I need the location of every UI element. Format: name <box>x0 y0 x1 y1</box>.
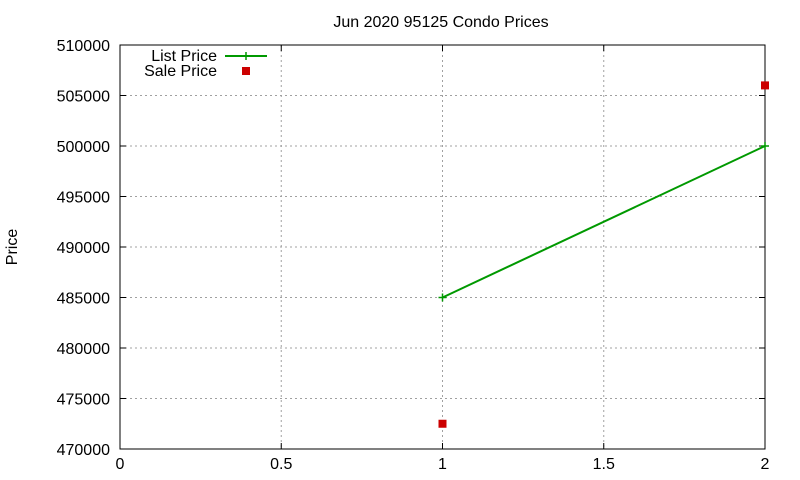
series-line <box>442 145 766 299</box>
legend-marker <box>242 52 250 60</box>
y-tick-label: 485000 <box>57 291 110 308</box>
data-point <box>761 81 769 90</box>
y-tick-label: 505000 <box>57 89 110 106</box>
legend-label: Sale Price <box>144 63 217 80</box>
y-axis-label: Price <box>4 229 21 266</box>
series-list-price <box>438 142 769 302</box>
x-tick-label: 2 <box>761 456 770 473</box>
y-tick-label: 500000 <box>57 139 110 156</box>
y-tick-label: 510000 <box>57 38 110 55</box>
y-tick-label: 480000 <box>57 341 110 358</box>
y-tick-label: 495000 <box>57 190 110 207</box>
grid-lines <box>120 45 765 449</box>
x-tick-label: 0.5 <box>270 456 292 473</box>
legend-label: List Price <box>151 48 217 65</box>
data-point <box>438 419 447 428</box>
plot-frame <box>119 44 766 450</box>
series-sale-price <box>438 81 769 428</box>
series-marks <box>438 81 769 428</box>
x-tick-label: 0 <box>116 456 125 473</box>
y-tick-label: 470000 <box>57 442 110 459</box>
x-tick-label: 1.5 <box>593 456 615 473</box>
chart-title: Jun 2020 95125 Condo Prices <box>333 14 548 31</box>
data-point <box>438 293 447 302</box>
data-point <box>761 142 769 150</box>
x-tick-label: 1 <box>438 456 447 473</box>
y-tick-label: 475000 <box>57 392 110 409</box>
axis-ticks: 0 0.5 1 1.5 2 470000 475000 480000 485000 490000 4… <box>57 38 770 473</box>
legend-marker <box>242 67 250 75</box>
y-tick-label: 490000 <box>57 240 110 257</box>
